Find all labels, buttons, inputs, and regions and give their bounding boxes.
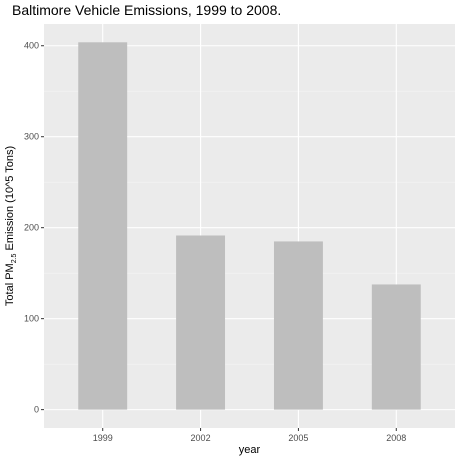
y-axis-title-suffix: Emission (10^5 Tons) (4, 146, 16, 254)
bar-2008 (371, 284, 421, 410)
x-tick-label: 2005 (288, 433, 308, 443)
y-axis-title: Total PM2.5 Emission (10^5 Tons) (4, 146, 18, 306)
x-axis-title: year (239, 444, 261, 456)
x-axis-ticks: 1999 2002 2005 2008 (93, 428, 406, 443)
y-axis-ticks: 0 100 200 300 400 (24, 41, 44, 415)
y-tick-label: 300 (24, 132, 39, 142)
bar-1999 (78, 42, 128, 410)
y-tick-label: 400 (24, 41, 39, 51)
x-tick-label: 1999 (93, 433, 113, 443)
chart-title: Baltimore Vehicle Emissions, 1999 to 200… (12, 2, 281, 18)
y-tick-label: 100 (24, 314, 39, 324)
y-axis-title-subscript: 2.5 (11, 253, 18, 263)
x-tick-label: 2002 (191, 433, 211, 443)
bar-2005 (273, 241, 323, 410)
y-tick-label: 0 (34, 405, 39, 415)
y-tick-label: 200 (24, 223, 39, 233)
y-axis-title-prefix: Total PM (4, 263, 16, 306)
x-tick-label: 2008 (386, 433, 406, 443)
bars (78, 42, 421, 410)
bar-2002 (176, 235, 226, 410)
